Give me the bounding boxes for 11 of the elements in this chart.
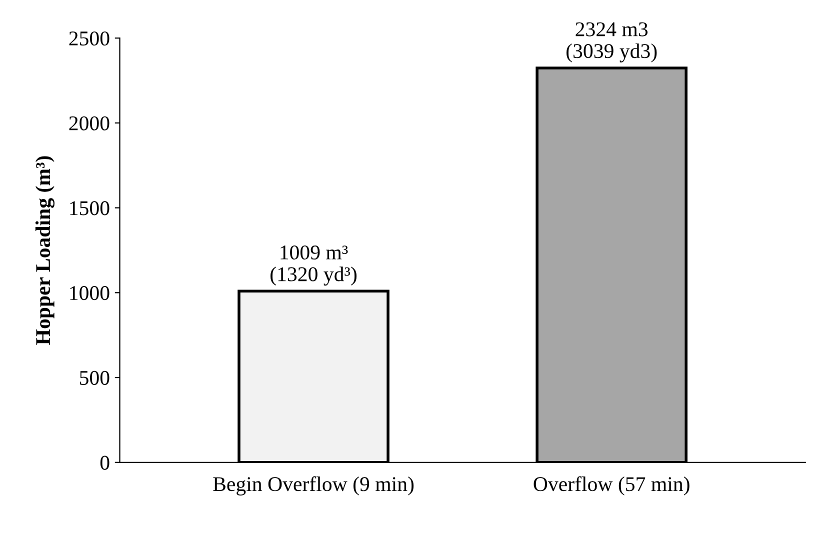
y-tick-label: 2500 [69, 31, 110, 46]
x-tick-label: Overflow (57 min) [534, 476, 690, 496]
data-label: 2324 m3 (3039 yd3) [566, 22, 657, 62]
y-tick-label: 1500 [70, 201, 110, 216]
x-tick-label: Begin Overflow (9 min) [213, 476, 414, 496]
y-tick-label: 1000 [70, 286, 110, 300]
y-tick-label: 500 [80, 370, 110, 385]
data-label: 1009 m³ (1320 yd³) [270, 245, 357, 286]
y-axis-title: Hopper Loading (m³) [35, 156, 54, 345]
y-tick-label: 2000 [69, 116, 110, 130]
y-tick-label: 0 [100, 456, 110, 470]
